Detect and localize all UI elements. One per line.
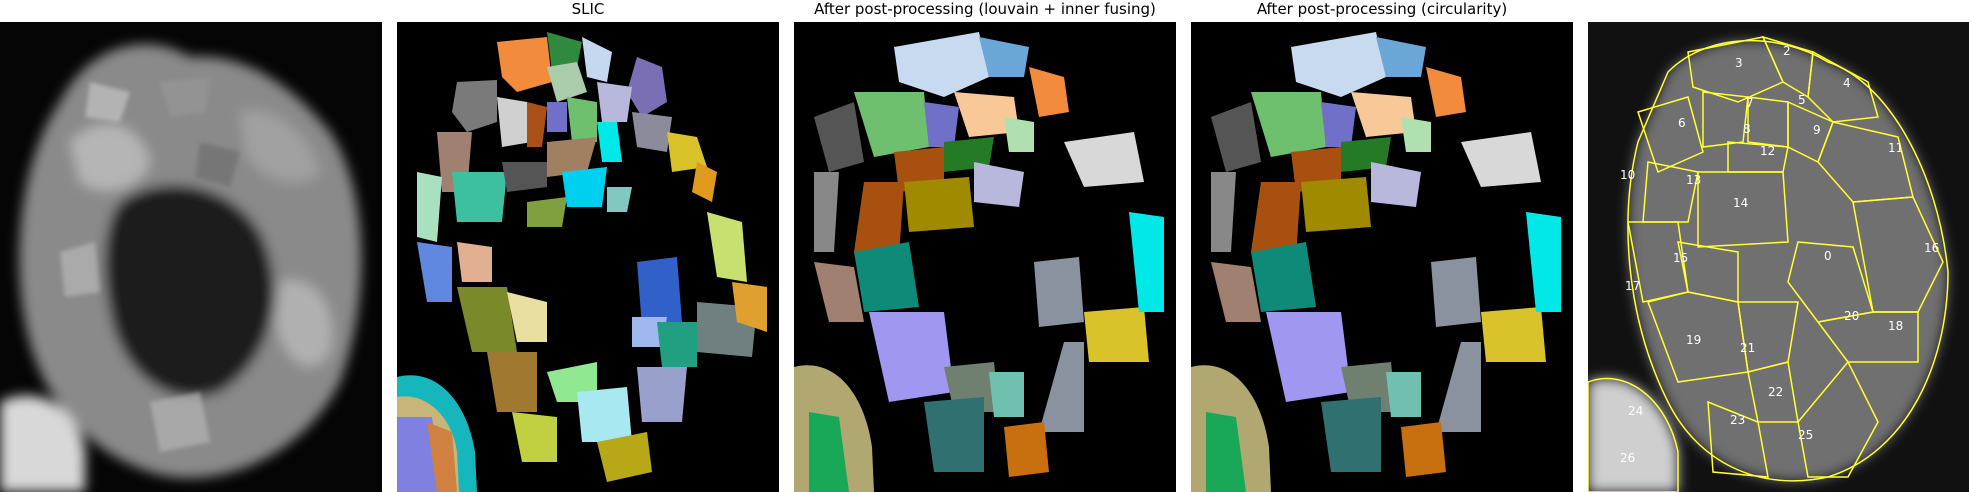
region-label-21: 21 [1740,341,1755,355]
region-label-7: 7 [1746,96,1754,110]
panel-louvain [794,22,1176,492]
region-labels: 2 3 4 5 6 7 8 9 10 11 12 13 14 15 16 17 … [1620,44,1939,465]
region-label-15: 15 [1673,251,1688,265]
region-label-12: 12 [1760,144,1775,158]
panel-slic [397,22,779,492]
region-label-16: 16 [1924,241,1939,255]
region-label-8: 8 [1743,122,1751,136]
region-label-26: 26 [1620,451,1635,465]
contour-lines [1588,35,1949,492]
panel-contours: 2 3 4 5 6 7 8 9 10 11 12 13 14 15 16 17 … [1588,22,1969,492]
slic-segmentation [397,22,779,492]
louvain-panel-title: After post-processing (louvain + inner f… [814,0,1156,18]
region-label-5: 5 [1798,93,1806,107]
panel-circularity [1191,22,1573,492]
region-label-11: 11 [1888,141,1903,155]
region-label-24: 24 [1628,404,1643,418]
region-label-14: 14 [1733,196,1748,210]
region-label-3: 3 [1735,56,1743,70]
panel-original-image [0,22,382,492]
circularity-segmentation [1191,22,1573,492]
region-label-20: 20 [1844,309,1859,323]
region-label-0: 0 [1824,249,1832,263]
louvain-segmentation [794,22,1176,492]
contour-overlay: 2 3 4 5 6 7 8 9 10 11 12 13 14 15 16 17 … [1588,22,1969,492]
region-label-17: 17 [1625,279,1640,293]
region-label-22: 22 [1768,385,1783,399]
region-label-9: 9 [1813,123,1821,137]
region-label-6: 6 [1678,116,1686,130]
region-label-19: 19 [1686,333,1701,347]
original-image [0,22,382,492]
slic-panel-title: SLIC [571,0,605,18]
region-label-18: 18 [1888,319,1903,333]
region-label-25: 25 [1798,428,1813,442]
region-label-2: 2 [1783,44,1791,58]
circularity-panel-title: After post-processing (circularity) [1256,0,1508,18]
region-label-10: 10 [1620,168,1635,182]
region-label-4: 4 [1843,76,1851,90]
region-label-23: 23 [1730,413,1745,427]
region-label-13: 13 [1686,173,1701,187]
